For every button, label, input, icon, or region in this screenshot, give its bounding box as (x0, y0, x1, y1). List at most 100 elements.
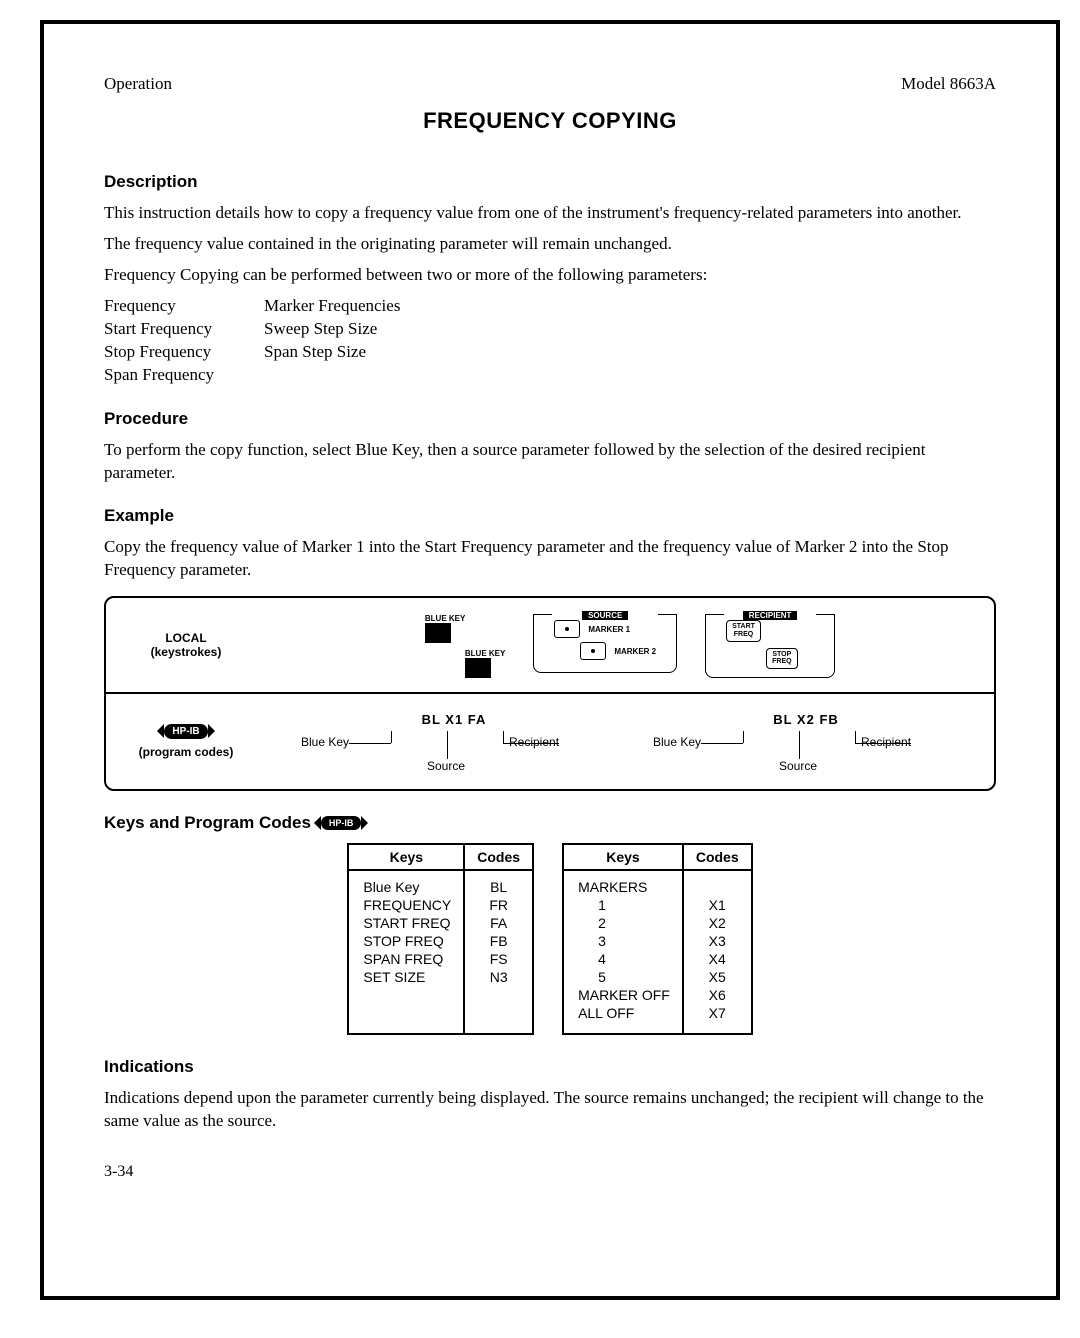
cell-key: ALL OFF (563, 1004, 683, 1034)
params-col-right: Marker Frequencies Sweep Step Size Span … (264, 295, 400, 387)
cell-code: X7 (683, 1004, 752, 1034)
cell-code (683, 870, 752, 896)
cell-key: 1 (563, 896, 683, 914)
table-row: ALL OFFX7 (563, 1004, 752, 1034)
cell-key: SET SIZE (348, 968, 464, 986)
pc2-source: Source (779, 759, 817, 773)
cell-code: X1 (683, 896, 752, 914)
recipient-header: RECIPIENT (743, 611, 798, 620)
source-header: SOURCE (582, 611, 628, 620)
cell-code: FA (464, 914, 533, 932)
table-row: MARKERS (563, 870, 752, 896)
parameter-columns: Frequency Start Frequency Stop Frequency… (104, 295, 996, 387)
local-sublabel: (keystrokes) (151, 645, 222, 659)
section-heading-description: Description (104, 172, 996, 192)
table-row: 4X4 (563, 950, 752, 968)
marker-button-icon (554, 620, 580, 638)
stop-freq-key: STOP FREQ (766, 648, 797, 669)
running-header: Operation Model 8663A (104, 74, 996, 94)
codes-table-2: Keys Codes MARKERS1X12X23X34X45X5MARKER … (562, 843, 753, 1035)
cell-code: X4 (683, 950, 752, 968)
codes-table-1: Keys Codes Blue KeyBLFREQUENCYFRSTART FR… (347, 843, 534, 1035)
cell-key: MARKERS (563, 870, 683, 896)
hpib-badge-icon: HP-IB (321, 816, 362, 830)
table-row: 5X5 (563, 968, 752, 986)
cell-key: 5 (563, 968, 683, 986)
cell-code: X5 (683, 968, 752, 986)
marker1-label: MARKER 1 (588, 625, 630, 634)
pc1-code: BL X1 FA (349, 712, 559, 727)
cell-code: BL (464, 870, 533, 896)
section-heading-example: Example (104, 506, 996, 526)
section-heading-indications: Indications (104, 1057, 996, 1077)
pc1-source: Source (427, 759, 465, 773)
local-label: LOCAL (165, 631, 206, 645)
hpib-content-cell: BL X1 FA Blue Key Recipient Source (266, 694, 994, 789)
cell-key: 3 (563, 932, 683, 950)
table-row: 3X3 (563, 932, 752, 950)
local-label-cell: LOCAL (keystrokes) (106, 598, 266, 692)
hpib-sublabel: (program codes) (139, 745, 234, 759)
cell-key: START FREQ (348, 914, 464, 932)
table-row: Blue KeyBL (348, 870, 533, 896)
cell-key: 2 (563, 914, 683, 932)
cell-key: MARKER OFF (563, 986, 683, 1004)
table-row: FREQUENCYFR (348, 896, 533, 914)
cell-code: FB (464, 932, 533, 950)
table-row: 1X1 (563, 896, 752, 914)
marker2-label: MARKER 2 (614, 647, 656, 656)
hpib-row: HP-IB (program codes) BL X1 FA Blue Key (106, 692, 994, 789)
start-freq-key: START FREQ (726, 620, 761, 641)
section-heading-procedure: Procedure (104, 409, 996, 429)
blue-key-label: BLUE KEY (425, 614, 465, 623)
example-p1: Copy the frequency value of Marker 1 int… (104, 536, 996, 582)
description-p1: This instruction details how to copy a f… (104, 202, 996, 225)
marker-button-icon (580, 642, 606, 660)
cell-key: Blue Key (348, 870, 464, 896)
params-col-left: Frequency Start Frequency Stop Frequency… (104, 295, 214, 387)
hpib-label-cell: HP-IB (program codes) (106, 694, 266, 789)
th-codes: Codes (683, 844, 752, 870)
table-row: MARKER OFFX6 (563, 986, 752, 1004)
table-row: SPAN FREQFS (348, 950, 533, 968)
section-heading-codes: Keys and Program Codes HP-IB (104, 813, 996, 833)
program-code-block-2: BL X2 FB Blue Key Recipient Source (701, 712, 911, 771)
cell-code: FR (464, 896, 533, 914)
blue-key-icon (425, 623, 451, 643)
blue-key-icon (465, 658, 491, 678)
blue-key-stack: BLUE KEY BLUE KEY (425, 614, 505, 678)
page-number: 3-34 (104, 1163, 996, 1181)
pc2-code: BL X2 FB (701, 712, 911, 727)
cell-key: SPAN FREQ (348, 950, 464, 968)
header-right: Model 8663A (901, 74, 996, 94)
th-codes: Codes (464, 844, 533, 870)
cell-key: STOP FREQ (348, 932, 464, 950)
cell-code: X6 (683, 986, 752, 1004)
source-group: SOURCE MARKER 1 MARKER 2 (533, 614, 677, 673)
procedure-p1: To perform the copy function, select Blu… (104, 439, 996, 485)
cell-key: 4 (563, 950, 683, 968)
page-title: FREQUENCY COPYING (104, 108, 996, 134)
cell-key: FREQUENCY (348, 896, 464, 914)
table-row: STOP FREQFB (348, 932, 533, 950)
recipient-group: RECIPIENT START FREQ STOP FREQ (705, 614, 835, 678)
page: Operation Model 8663A FREQUENCY COPYING … (40, 20, 1060, 1300)
local-row: LOCAL (keystrokes) BLUE KEY (106, 598, 994, 692)
pc2-recipient: Recipient (861, 735, 911, 749)
pc1-recipient: Recipient (509, 735, 559, 749)
description-p2: The frequency value contained in the ori… (104, 233, 996, 256)
header-left: Operation (104, 74, 172, 94)
th-keys: Keys (563, 844, 683, 870)
example-box: LOCAL (keystrokes) BLUE KEY (104, 596, 996, 791)
description-p3: Frequency Copying can be performed betwe… (104, 264, 996, 287)
th-keys: Keys (348, 844, 464, 870)
local-content-cell: BLUE KEY BLUE KEY (266, 598, 994, 692)
cell-code: FS (464, 950, 533, 968)
indications-p1: Indications depend upon the parameter cu… (104, 1087, 996, 1133)
codes-tables: Keys Codes Blue KeyBLFREQUENCYFRSTART FR… (104, 843, 996, 1035)
blue-key-label: BLUE KEY (465, 649, 505, 658)
program-code-block-1: BL X1 FA Blue Key Recipient Source (349, 712, 559, 771)
hpib-badge-icon: HP-IB (164, 724, 207, 739)
pc2-blue: Blue Key (653, 735, 701, 749)
table-row: 2X2 (563, 914, 752, 932)
